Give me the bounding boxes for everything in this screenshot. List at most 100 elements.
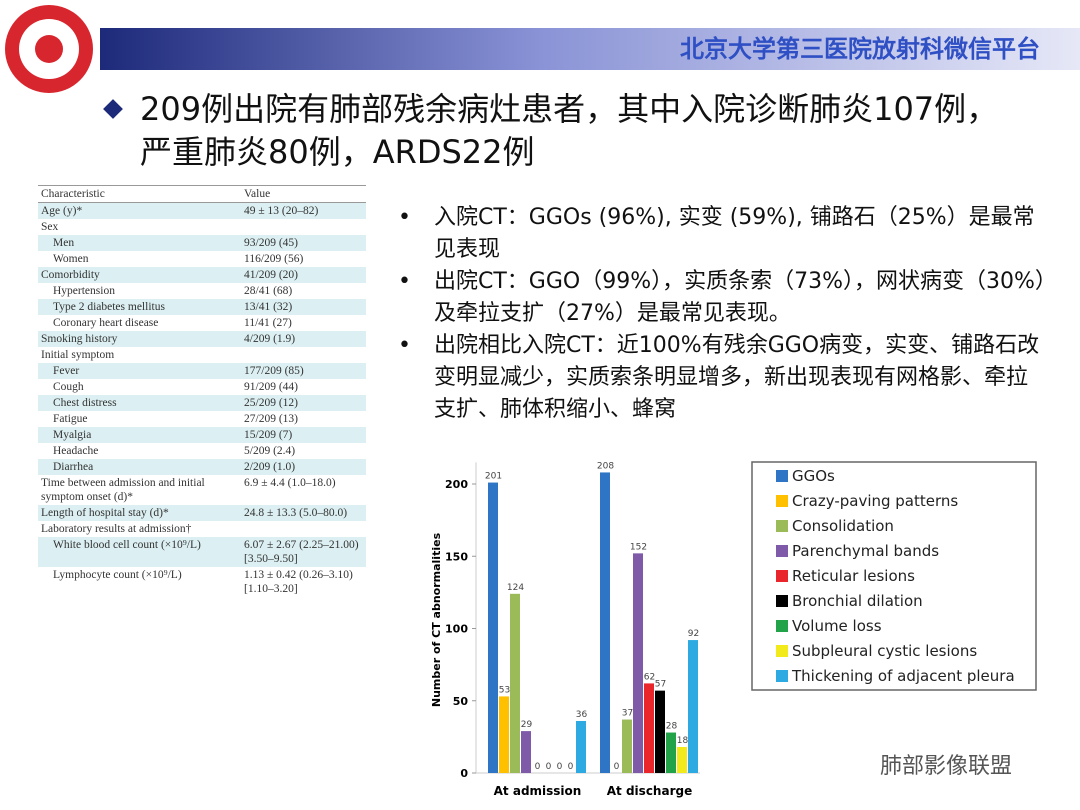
cell-label: Hypertension — [53, 285, 115, 297]
cell-value: 49 ± 13 (20–82) — [244, 205, 319, 217]
cell-label: Type 2 diabetes mellitus — [53, 301, 165, 313]
cell-label: Chest distress — [53, 397, 117, 409]
cell-value: 6.07 ± 2.67 (2.25–21.00) [3.50–9.50] — [244, 539, 359, 565]
cell-label: Headache — [53, 445, 99, 457]
bullet-list: 入院CT：GGOs (96%), 实变 (59%), 铺路石（25%）是最常见表… — [398, 202, 1048, 426]
header-bar: 北京大学第三医院放射科微信平台 — [100, 28, 1080, 70]
legend-swatch — [776, 645, 788, 657]
cell-label: Time between admission and initial sympt… — [41, 477, 205, 503]
data-label: 0 — [546, 762, 552, 772]
table-row: Lymphocyte count (×10⁹/L) 1.13 ± 0.42 (0.… — [38, 567, 366, 597]
watermark: 肺部影像联盟 — [880, 754, 1013, 779]
table-row: Laboratory results at admission† — [38, 521, 366, 537]
data-label: 152 — [630, 542, 647, 552]
legend-box — [751, 461, 1037, 691]
table-row: Myalgia 15/209 (7) — [38, 427, 366, 443]
cell-label: Diarrhea — [53, 461, 94, 473]
cell-value: 1.13 ± 0.42 (0.26–3.10) [1.10–3.20] — [244, 569, 353, 595]
bar — [688, 640, 698, 773]
cell-value: 4/209 (1.9) — [244, 333, 296, 345]
cell-label: Fever — [53, 365, 80, 377]
y-tick-label: 0 — [460, 767, 468, 780]
cell-label: Age (y)* — [41, 205, 83, 217]
table-row: Smoking history 4/209 (1.9) — [38, 331, 366, 347]
cell-label: Lymphocyte count (×10⁹/L) — [53, 569, 182, 581]
y-tick-label: 150 — [445, 550, 468, 563]
legend-label: Volume loss — [792, 617, 882, 635]
legend-swatch — [776, 570, 788, 582]
column-header: Value — [241, 185, 366, 203]
y-axis-label: Number of CT abnormalities — [430, 532, 443, 707]
cell-label: Length of hospital stay (d)* — [41, 507, 169, 519]
cell-value: 6.9 ± 4.4 (1.0–18.0) — [244, 477, 336, 489]
legend-swatch — [776, 670, 788, 682]
table-row: Headache 5/209 (2.4) — [38, 443, 366, 459]
data-label: 208 — [597, 461, 614, 471]
data-label: 0 — [535, 762, 541, 772]
bar — [510, 593, 520, 773]
cell-value: 2/209 (1.0) — [244, 461, 296, 473]
cell-label: White blood cell count (×10⁹/L) — [53, 539, 201, 551]
legend-label: Bronchial dilation — [792, 592, 923, 610]
legend-swatch — [776, 595, 788, 607]
table-row: Diarrhea 2/209 (1.0) — [38, 459, 366, 475]
table-row: Sex — [38, 219, 366, 235]
cell-value: 5/209 (2.4) — [244, 445, 296, 457]
cell-value: 41/209 (20) — [244, 269, 298, 281]
cell-label: Laboratory results at admission† — [41, 523, 192, 535]
legend-label: Thickening of adjacent pleura — [791, 667, 1015, 685]
cell-label: Fatigue — [53, 413, 88, 425]
data-label: 62 — [644, 672, 655, 682]
data-label: 53 — [499, 685, 510, 695]
table-row: Women 116/209 (56) — [38, 251, 366, 267]
data-label: 37 — [622, 709, 633, 719]
bar — [521, 731, 531, 773]
bar — [666, 732, 676, 773]
table-row: Fatigue 27/209 (13) — [38, 411, 366, 427]
data-label: 57 — [655, 680, 666, 690]
cell-label: Myalgia — [53, 429, 92, 441]
cell-value: 28/41 (68) — [244, 285, 293, 297]
table-row: Cough 91/209 (44) — [38, 379, 366, 395]
table-row: Time between admission and initial sympt… — [38, 475, 366, 505]
bar — [622, 719, 632, 773]
table-row: Men 93/209 (45) — [38, 235, 366, 251]
x-tick-label: At admission — [494, 784, 582, 798]
cell-value: 13/41 (32) — [244, 301, 293, 313]
logo — [5, 5, 93, 93]
table-row: Length of hospital stay (d)* 24.8 ± 13.3 … — [38, 505, 366, 521]
cell-value: 15/209 (7) — [244, 429, 293, 441]
cell-value: 25/209 (12) — [244, 397, 298, 409]
table-row: White blood cell count (×10⁹/L) 6.07 ± 2.… — [38, 537, 366, 567]
cell-value: 177/209 (85) — [244, 365, 304, 377]
cell-label: Comorbidity — [41, 269, 100, 281]
cell-value: 11/41 (27) — [244, 317, 292, 329]
cell-value: 116/209 (56) — [244, 253, 304, 265]
cell-label: Initial symptom — [41, 349, 115, 361]
bar — [576, 720, 586, 773]
characteristics-table: Characteristic Value Age (y)* 49 ± 13 (20–8… — [38, 185, 366, 597]
bar — [633, 553, 643, 773]
data-label: 28 — [666, 722, 678, 732]
column-header: Characteristic — [38, 185, 241, 203]
cell-label: Women — [53, 253, 89, 265]
y-tick-label: 50 — [453, 695, 469, 708]
legend-label: Reticular lesions — [792, 567, 915, 585]
legend-swatch — [776, 545, 788, 557]
cell-label: Smoking history — [41, 333, 118, 345]
bar — [600, 472, 610, 773]
cell-value: 91/209 (44) — [244, 381, 298, 393]
data-label: 124 — [507, 583, 524, 593]
bullet-item: 入院CT：GGOs (96%), 实变 (59%), 铺路石（25%）是最常见表… — [398, 202, 1048, 266]
y-tick-label: 100 — [445, 623, 468, 636]
bar — [499, 696, 509, 773]
data-label: 0 — [614, 762, 620, 772]
legend-label: Parenchymal bands — [792, 542, 939, 560]
x-tick-label: At discharge — [607, 784, 692, 798]
data-label: 0 — [557, 762, 563, 772]
y-tick-label: 200 — [445, 478, 468, 491]
table-row: Initial symptom — [38, 347, 366, 363]
header-title: 北京大学第三医院放射科微信平台 — [680, 35, 1040, 63]
